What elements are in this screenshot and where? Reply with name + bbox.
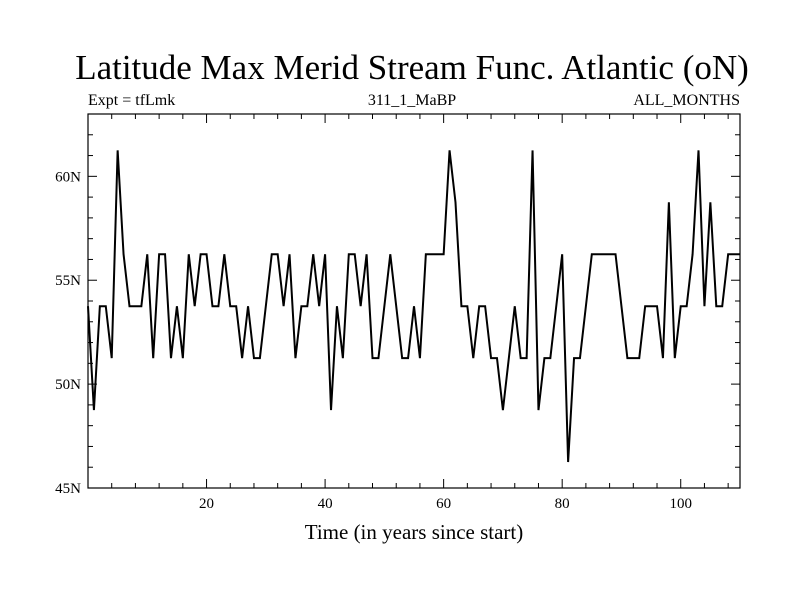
axis-tick-labels: 20 40 60 80 100 45N 50N 55N 60N (55, 169, 692, 512)
x-axis-label: Time (in years since start) (305, 520, 524, 544)
axis-ticks (88, 114, 740, 488)
series-line (87, 150, 740, 463)
y-tick-label: 60N (55, 169, 81, 185)
x-tick-label: 20 (199, 496, 214, 512)
x-tick-label: 80 (555, 496, 570, 512)
run-label: 311_1_MaBP (368, 92, 456, 109)
x-tick-label: 100 (669, 496, 692, 512)
y-tick-label: 50N (55, 377, 81, 393)
period-label: ALL_MONTHS (633, 92, 740, 109)
y-tick-label: 45N (55, 481, 81, 497)
chart-title: Latitude Max Merid Stream Func. Atlantic… (75, 48, 749, 87)
x-tick-label: 40 (318, 496, 333, 512)
x-tick-label: 60 (436, 496, 451, 512)
y-tick-label: 55N (55, 273, 81, 289)
experiment-label: Expt = tfLmk (88, 92, 175, 109)
